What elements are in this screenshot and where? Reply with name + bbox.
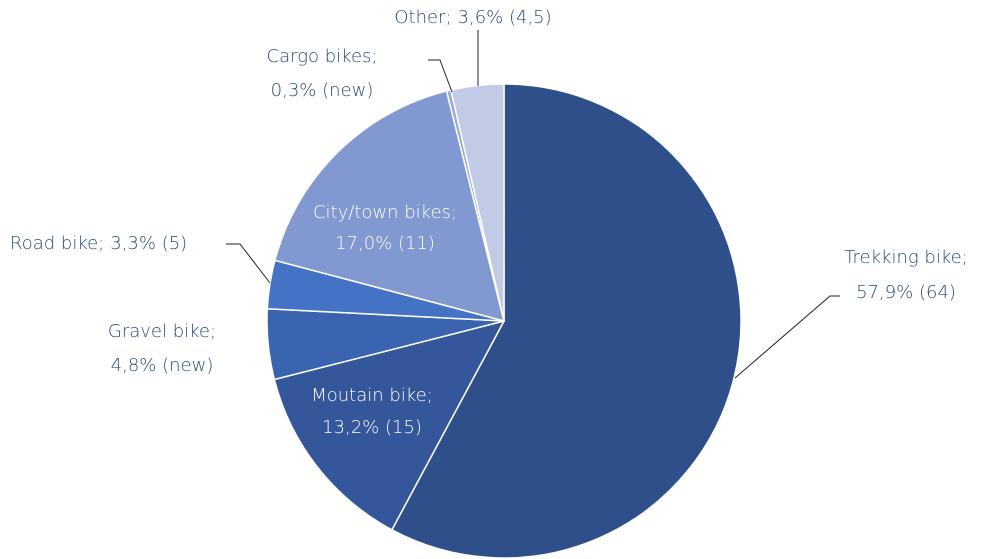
label-value: 4,8% (new): [111, 355, 214, 376]
label-separator: ;: [210, 321, 216, 342]
data-label: Moutain bike; 13,2% (15): [311, 385, 433, 438]
label-separator: ;: [962, 247, 968, 268]
label-category: Moutain bike: [311, 385, 426, 406]
label-value: 0,3% (new): [271, 80, 374, 101]
leader-line: [428, 59, 453, 93]
label-value: 13,2% (15): [322, 417, 422, 438]
label-category: Trekking bike: [844, 247, 962, 268]
slice: [273, 319, 506, 531]
label-category: Other: [394, 7, 446, 28]
label-category: Road bike: [10, 233, 98, 254]
labels: Trekking bike; 57,9% (64)Moutain bike; 13,…: [10, 7, 968, 438]
data-label: Gravel bike; 4,8% (new): [108, 321, 216, 376]
label-separator: ;: [427, 385, 433, 406]
label-category: Cargo bikes: [267, 46, 372, 67]
data-label: Cargo bikes; 0,3% (new): [267, 46, 378, 101]
label-separator: ;: [371, 46, 377, 67]
label-separator: ;: [98, 233, 104, 254]
leader-line: [734, 295, 840, 379]
label-separator: ;: [445, 7, 451, 28]
label-value: 17,0% (11): [335, 233, 435, 254]
label-value: 3,6% (4,5): [458, 7, 552, 28]
data-label: Road bike; 3,3% (5): [10, 233, 187, 254]
label-value: 3,3% (5): [110, 233, 187, 254]
slice: [390, 83, 742, 559]
data-label: City/town bikes; 17,0% (11): [313, 202, 457, 254]
leader-line: [226, 243, 271, 284]
data-label: Other; 3,6% (4,5): [394, 7, 551, 28]
label-category: City/town bikes: [313, 202, 451, 223]
label-category: Gravel bike: [108, 321, 210, 342]
slice: [273, 90, 506, 323]
data-label: Trekking bike; 57,9% (64): [844, 247, 968, 303]
label-separator: ;: [451, 202, 457, 223]
slices: [266, 83, 742, 559]
label-value: 57,9% (64): [856, 282, 956, 303]
